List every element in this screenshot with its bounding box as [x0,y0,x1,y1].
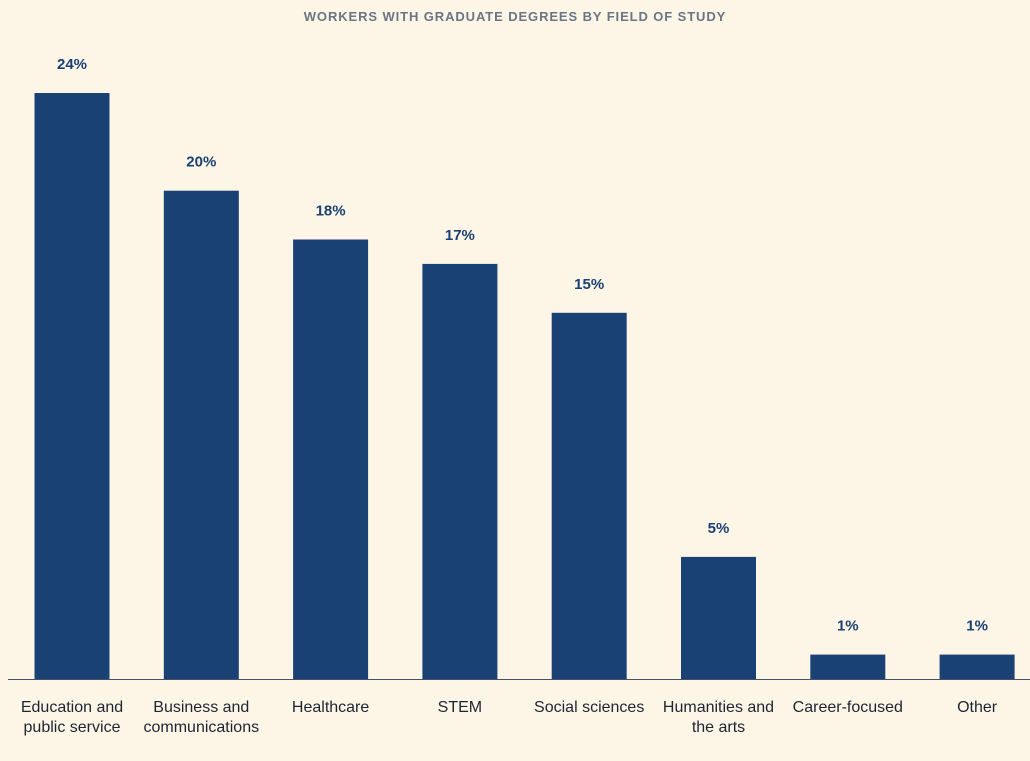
bar-0 [34,93,110,679]
bar-2 [293,239,369,679]
bar-6 [810,654,886,679]
bar-1 [163,190,239,679]
category-label-3: STEM [437,699,483,716]
bar-7 [939,654,1015,679]
bar-value-label-4: 15% [574,276,604,293]
bar-3 [422,263,498,679]
chart-title: WORKERS WITH GRADUATE DEGREES BY FIELD O… [303,9,727,24]
category-label-6: Career-focused [792,699,903,716]
category-label-5: Humanities and the arts [662,699,775,736]
bar-value-label-3: 17% [445,227,475,244]
bar-value-label-6: 1% [837,618,859,635]
bar-value-label-7: 1% [966,618,988,635]
bar-5 [681,556,756,679]
bar-value-label-2: 18% [316,203,346,220]
bar-value-label-5: 5% [708,520,730,537]
category-label-1: Business and communications [143,699,260,736]
category-label-2: Healthcare [291,699,370,716]
category-label-7: Other [957,699,998,716]
bar-value-label-1: 20% [186,154,216,171]
category-label-4: Social sciences [534,699,645,716]
bar-value-label-0: 24% [57,56,87,73]
bar-4 [551,312,627,680]
category-label-0: Education and public service [20,699,124,736]
